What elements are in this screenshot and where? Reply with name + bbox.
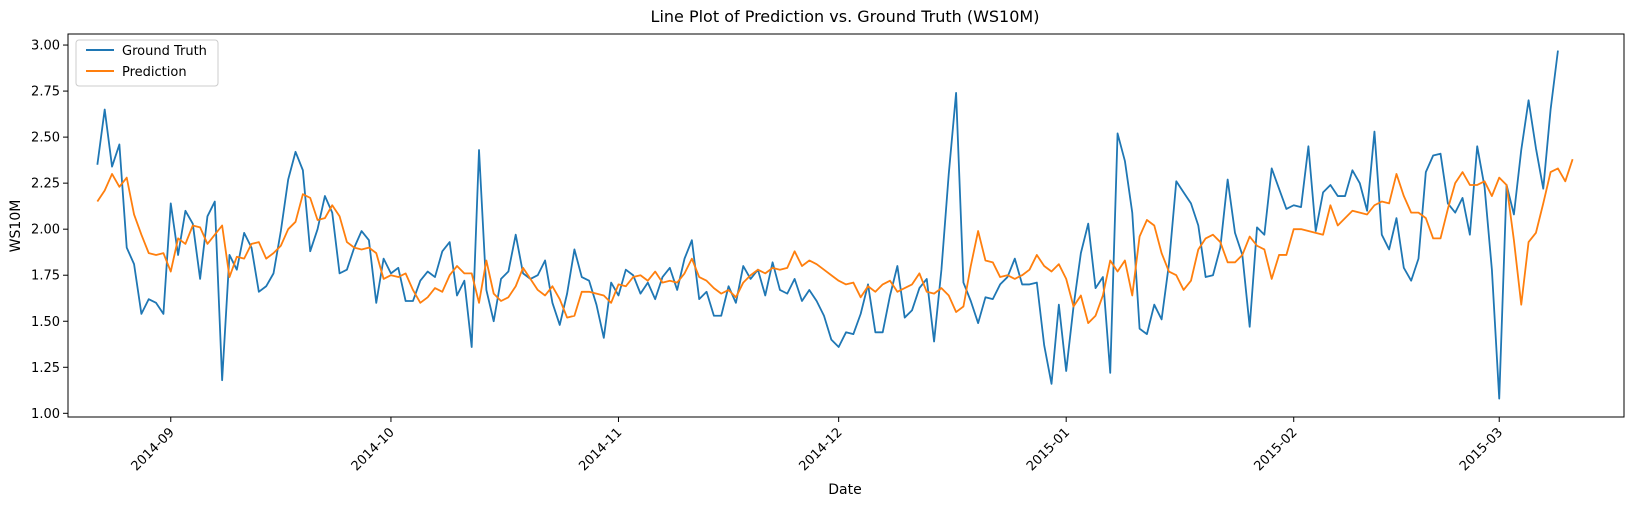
x-tick-label: 2014-09 xyxy=(129,425,178,474)
x-tick-label: 2015-01 xyxy=(1024,425,1073,474)
y-tick-label: 2.00 xyxy=(31,223,60,238)
legend-box xyxy=(75,39,219,87)
legend: Ground Truth Prediction xyxy=(75,39,219,87)
plot-area xyxy=(68,34,1624,417)
x-tick-label: 2014-12 xyxy=(797,425,846,474)
x-tick-label: 2014-10 xyxy=(349,425,398,474)
chart-title: Line Plot of Prediction vs. Ground Truth… xyxy=(651,7,1040,26)
y-axis-label: WS10M xyxy=(8,200,24,253)
x-tick-label: 2015-03 xyxy=(1457,425,1506,474)
y-tick-label: 1.00 xyxy=(31,407,60,422)
series-line-prediction xyxy=(96,158,1574,324)
y-tick-label: 2.25 xyxy=(31,177,60,192)
x-tick-label: 2015-02 xyxy=(1252,425,1301,474)
y-tick-label: 2.50 xyxy=(31,131,60,146)
y-tick-label: 1.50 xyxy=(31,315,60,330)
y-tick-label: 1.75 xyxy=(31,269,60,284)
x-axis-label: Date xyxy=(828,482,861,498)
x-tick-label: 2014-11 xyxy=(576,425,625,474)
series-layer xyxy=(96,50,1574,400)
y-tick-label: 1.25 xyxy=(31,361,60,376)
series-line-ground-truth xyxy=(96,50,1559,400)
legend-label-ground-truth: Ground Truth xyxy=(122,44,207,59)
y-tick-label: 3.00 xyxy=(31,39,60,54)
plot-frame xyxy=(67,33,1625,418)
legend-label-prediction: Prediction xyxy=(122,65,187,80)
y-tick-label: 2.75 xyxy=(31,85,60,100)
